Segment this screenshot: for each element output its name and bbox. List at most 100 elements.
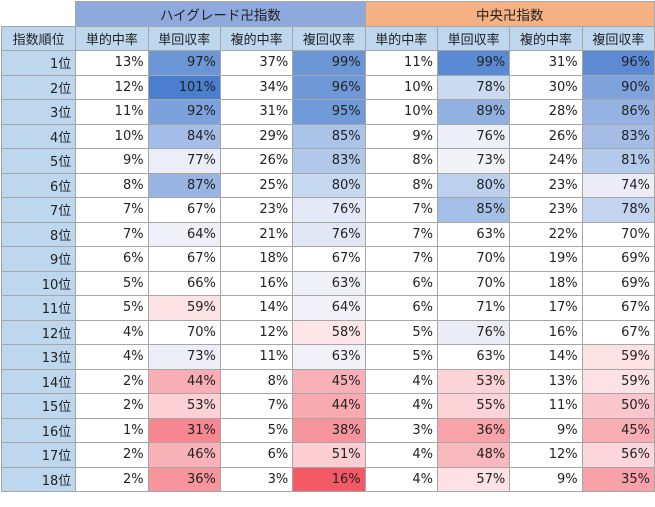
value-cell: 6% bbox=[364, 295, 438, 321]
value-cell: 7% bbox=[219, 393, 294, 419]
table-row: 10位 5% 66% 16% 63% 6% 70% 18% 69% bbox=[0, 270, 655, 296]
value-cell: 73% bbox=[147, 344, 221, 370]
value-cell: 46% bbox=[147, 442, 221, 468]
table-row: 9位 6% 67% 18% 67% 7% 70% 19% 69% bbox=[0, 246, 655, 272]
value-cell: 13% bbox=[75, 50, 149, 76]
column-header: 複回収率 bbox=[292, 25, 366, 51]
value-cell: 78% bbox=[436, 74, 511, 100]
rank-cell: 17位 bbox=[0, 442, 77, 468]
value-cell: 26% bbox=[509, 123, 583, 149]
column-header: 指数順位 bbox=[0, 25, 77, 51]
value-cell: 9% bbox=[509, 466, 583, 492]
rank-cell: 6位 bbox=[0, 172, 77, 198]
value-cell: 56% bbox=[581, 442, 655, 468]
value-cell: 44% bbox=[147, 368, 221, 394]
value-cell: 10% bbox=[75, 123, 149, 149]
value-cell: 2% bbox=[75, 393, 149, 419]
table-row: 14位 2% 44% 8% 45% 4% 53% 13% 59% bbox=[0, 368, 655, 394]
value-cell: 4% bbox=[364, 368, 438, 394]
value-cell: 5% bbox=[75, 270, 149, 296]
value-cell: 23% bbox=[219, 197, 294, 223]
value-cell: 3% bbox=[364, 417, 438, 443]
value-cell: 35% bbox=[581, 466, 655, 492]
value-cell: 66% bbox=[147, 270, 221, 296]
value-cell: 89% bbox=[436, 99, 511, 125]
value-cell: 9% bbox=[75, 148, 149, 174]
table-row: 17位 2% 46% 6% 51% 4% 48% 12% 56% bbox=[0, 442, 655, 468]
value-cell: 5% bbox=[364, 344, 438, 370]
rank-cell: 15位 bbox=[0, 393, 77, 419]
rank-cell: 7位 bbox=[0, 197, 77, 223]
value-cell: 3% bbox=[219, 466, 294, 492]
value-cell: 37% bbox=[219, 50, 294, 76]
value-cell: 2% bbox=[75, 442, 149, 468]
value-cell: 10% bbox=[364, 74, 438, 100]
value-cell: 23% bbox=[509, 172, 583, 198]
value-cell: 7% bbox=[364, 197, 438, 223]
value-cell: 8% bbox=[364, 148, 438, 174]
value-cell: 48% bbox=[436, 442, 511, 468]
value-cell: 9% bbox=[509, 417, 583, 443]
value-cell: 7% bbox=[364, 221, 438, 247]
group-header-high-grade-index: ハイグレード卍指数 bbox=[75, 1, 366, 27]
value-cell: 10% bbox=[364, 99, 438, 125]
value-cell: 12% bbox=[75, 74, 149, 100]
value-cell: 64% bbox=[147, 221, 221, 247]
value-cell: 76% bbox=[436, 123, 511, 149]
value-cell: 67% bbox=[292, 246, 366, 272]
value-cell: 16% bbox=[292, 466, 366, 492]
rank-cell: 10位 bbox=[0, 270, 77, 296]
value-cell: 70% bbox=[581, 221, 655, 247]
rank-cell: 8位 bbox=[0, 221, 77, 247]
value-cell: 58% bbox=[292, 319, 366, 345]
column-header: 単回収率 bbox=[436, 25, 511, 51]
value-cell: 57% bbox=[436, 466, 511, 492]
value-cell: 69% bbox=[581, 246, 655, 272]
value-cell: 63% bbox=[436, 344, 511, 370]
value-cell: 83% bbox=[581, 123, 655, 149]
value-cell: 63% bbox=[292, 270, 366, 296]
value-cell: 7% bbox=[364, 246, 438, 272]
value-cell: 101% bbox=[147, 74, 221, 100]
value-cell: 5% bbox=[75, 295, 149, 321]
value-cell: 99% bbox=[292, 50, 366, 76]
value-cell: 31% bbox=[509, 50, 583, 76]
value-cell: 80% bbox=[292, 172, 366, 198]
group-header-row: ハイグレード卍指数 中央卍指数 bbox=[0, 1, 655, 27]
value-cell: 5% bbox=[219, 417, 294, 443]
value-cell: 50% bbox=[581, 393, 655, 419]
table-row: 7位 7% 67% 23% 76% 7% 85% 23% 78% bbox=[0, 197, 655, 223]
value-cell: 6% bbox=[364, 270, 438, 296]
rank-cell: 14位 bbox=[0, 368, 77, 394]
value-cell: 77% bbox=[147, 148, 221, 174]
value-cell: 83% bbox=[292, 148, 366, 174]
value-cell: 8% bbox=[364, 172, 438, 198]
table-row: 5位 9% 77% 26% 83% 8% 73% 24% 81% bbox=[0, 148, 655, 174]
rank-cell: 9位 bbox=[0, 246, 77, 272]
value-cell: 6% bbox=[75, 246, 149, 272]
value-cell: 87% bbox=[147, 172, 221, 198]
value-cell: 16% bbox=[509, 319, 583, 345]
value-cell: 92% bbox=[147, 99, 221, 125]
value-cell: 69% bbox=[581, 270, 655, 296]
table-row: 16位 1% 31% 5% 38% 3% 36% 9% 45% bbox=[0, 417, 655, 443]
value-cell: 36% bbox=[436, 417, 511, 443]
value-cell: 18% bbox=[219, 246, 294, 272]
rank-cell: 3位 bbox=[0, 99, 77, 125]
table-row: 12位 4% 70% 12% 58% 5% 76% 16% 67% bbox=[0, 319, 655, 345]
value-cell: 81% bbox=[581, 148, 655, 174]
value-cell: 16% bbox=[219, 270, 294, 296]
value-cell: 4% bbox=[364, 466, 438, 492]
value-cell: 55% bbox=[436, 393, 511, 419]
value-cell: 71% bbox=[436, 295, 511, 321]
value-cell: 4% bbox=[364, 442, 438, 468]
value-cell: 38% bbox=[292, 417, 366, 443]
value-cell: 63% bbox=[292, 344, 366, 370]
value-cell: 85% bbox=[436, 197, 511, 223]
value-cell: 30% bbox=[509, 74, 583, 100]
value-cell: 1% bbox=[75, 417, 149, 443]
value-cell: 84% bbox=[147, 123, 221, 149]
value-cell: 8% bbox=[219, 368, 294, 394]
column-header: 単的中率 bbox=[364, 25, 438, 51]
value-cell: 28% bbox=[509, 99, 583, 125]
